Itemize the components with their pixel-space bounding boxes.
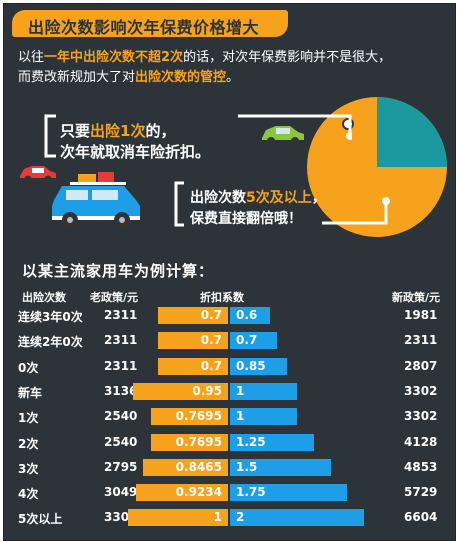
header-coefficient: 折扣系数 xyxy=(200,291,244,304)
header-claims: 出险次数 xyxy=(22,291,66,304)
new-price-value: 3302 xyxy=(404,409,438,424)
header-old-price: 老政策/元 xyxy=(90,291,139,304)
new-coefficient-label: 2 xyxy=(236,510,245,525)
intro-text: 。 xyxy=(226,70,240,85)
new-coefficient-label: 1 xyxy=(236,409,245,424)
callout-bracket xyxy=(174,181,390,227)
new-coefficient-label: 0.6 xyxy=(236,308,258,322)
intro-highlight: 出险次数的管控 xyxy=(135,70,227,85)
old-coefficient-bar: 0.7 xyxy=(158,357,228,375)
old-coefficient-bar: 0.8465 xyxy=(143,458,228,476)
old-price-value: 2311 xyxy=(104,333,138,348)
old-price-value: 2311 xyxy=(104,308,138,322)
new-price-value: 1981 xyxy=(404,308,438,322)
new-coefficient-bar: 1.75 xyxy=(230,484,348,502)
new-coefficient-bar: 0.7 xyxy=(230,332,277,350)
new-coefficient-label: 1.75 xyxy=(236,485,266,500)
old-coefficient-bar: 0.95 xyxy=(133,382,228,400)
old-price-value: 2540 xyxy=(104,434,138,449)
intro-highlight: 一年中出险次数不超2次 xyxy=(44,50,184,65)
old-coefficient-label: 0.7695 xyxy=(175,409,222,424)
old-coefficient-label: 0.7 xyxy=(200,308,222,322)
new-coefficient-label: 0.85 xyxy=(236,358,266,373)
callout-five-claims: 出险次数5次及以上， 保费直接翻倍哦！ xyxy=(190,190,326,227)
new-coefficient-label: 1 xyxy=(236,383,245,398)
table-row: 4次 3049 0.9234 1.75 5729 xyxy=(4,482,455,504)
old-coefficient-label: 0.95 xyxy=(192,383,222,398)
old-coefficient-label: 0.7695 xyxy=(175,434,222,449)
old-coefficient-bar: 0.7 xyxy=(158,307,228,324)
old-coefficient-label: 0.7 xyxy=(200,358,222,373)
infographic-card: 出险次数影响次年保费价格增大 以往一年中出险次数不超2次的话，对次年保费影响并不… xyxy=(3,3,456,541)
new-price-value: 2311 xyxy=(404,333,438,348)
table-row: 新车 3136 0.95 1 3302 xyxy=(4,381,455,403)
old-price-value: 2311 xyxy=(104,358,138,373)
old-coefficient-bar: 0.7695 xyxy=(151,408,228,426)
claim-count-label: 0次 xyxy=(18,360,39,375)
old-coefficient-bar: 0.7 xyxy=(158,332,228,350)
new-coefficient-label: 1.25 xyxy=(236,434,266,449)
table-row: 3次 2795 0.8465 1.5 4853 xyxy=(4,457,455,479)
old-coefficient-label: 1 xyxy=(213,510,222,525)
page-title: 出险次数影响次年保费价格增大 xyxy=(28,18,260,37)
claim-count-label: 2次 xyxy=(18,436,39,451)
old-coefficient-label: 0.9234 xyxy=(175,485,222,500)
claim-count-label: 连续3年0次 xyxy=(18,310,83,324)
old-coefficient-bar: 0.7695 xyxy=(151,433,228,451)
new-coefficient-bar: 1.5 xyxy=(230,458,331,476)
new-coefficient-bar: 1.25 xyxy=(230,433,314,451)
section-subtitle: 以某主流家用车为例计算： xyxy=(22,262,215,280)
pie-chart-icon xyxy=(307,97,447,237)
new-price-value: 5729 xyxy=(404,485,438,500)
new-coefficient-label: 1.5 xyxy=(236,459,258,474)
intro-text: 而费改新规加大了对 xyxy=(18,70,136,85)
claim-count-label: 连续2年0次 xyxy=(18,335,83,350)
table-row: 1次 2540 0.7695 1 3302 xyxy=(4,406,455,428)
new-coefficient-bar: 2 xyxy=(230,509,364,527)
callout-bracket xyxy=(44,114,352,158)
new-price-value: 4853 xyxy=(404,459,438,474)
old-coefficient-label: 0.7 xyxy=(200,333,222,348)
old-coefficient-bar: 0.9234 xyxy=(135,484,228,502)
claim-count-label: 3次 xyxy=(18,461,39,476)
red-car-icon xyxy=(20,166,56,183)
new-price-value: 6604 xyxy=(404,510,438,525)
header-new-price: 新政策/元 xyxy=(392,291,441,304)
new-coefficient-label: 0.7 xyxy=(236,333,258,348)
green-car-icon xyxy=(262,126,304,145)
new-coefficient-bar: 0.85 xyxy=(230,357,287,375)
old-price-value: 3136 xyxy=(104,383,138,398)
old-price-value: 3049 xyxy=(104,485,138,500)
new-price-value: 2807 xyxy=(404,358,438,373)
intro-text: 以往 xyxy=(18,50,45,65)
callout-one-claim: 只要出险1次的， 次年就取消车险折扣。 xyxy=(60,122,211,161)
new-coefficient-bar: 0.6 xyxy=(230,307,271,324)
new-coefficient-bar: 1 xyxy=(230,382,297,400)
table-row: 5次以上 3302 1 2 6604 xyxy=(4,507,455,529)
old-coefficient-bar: 1 xyxy=(128,509,228,527)
table-row: 2次 2540 0.7695 1.25 4128 xyxy=(4,432,455,454)
old-price-value: 2540 xyxy=(104,409,138,424)
table-row: 0次 2311 0.7 0.85 2807 xyxy=(4,356,455,378)
claim-count-label: 5次以上 xyxy=(18,512,63,527)
claim-count-label: 新车 xyxy=(18,385,43,400)
new-coefficient-bar: 1 xyxy=(230,408,297,426)
title-banner xyxy=(12,10,288,37)
new-price-value: 4128 xyxy=(404,434,438,449)
blue-car-with-luggage-icon xyxy=(52,172,140,228)
claim-count-label: 4次 xyxy=(18,487,39,502)
old-coefficient-label: 0.8465 xyxy=(175,459,222,474)
intro-text: 的话，对次年保费影响并不是很大， xyxy=(183,50,392,65)
intro-paragraph: 以往一年中出险次数不超2次的话，对次年保费影响并不是很大， 而费改新规加大了对出… xyxy=(18,48,448,88)
table-row: 连续2年0次 2311 0.7 0.7 2311 xyxy=(4,330,455,352)
table-row: 连续3年0次 2311 0.7 0.6 1981 xyxy=(4,305,455,327)
new-price-value: 3302 xyxy=(404,383,438,398)
claim-count-label: 1次 xyxy=(18,411,39,426)
old-price-value: 2795 xyxy=(104,459,138,474)
